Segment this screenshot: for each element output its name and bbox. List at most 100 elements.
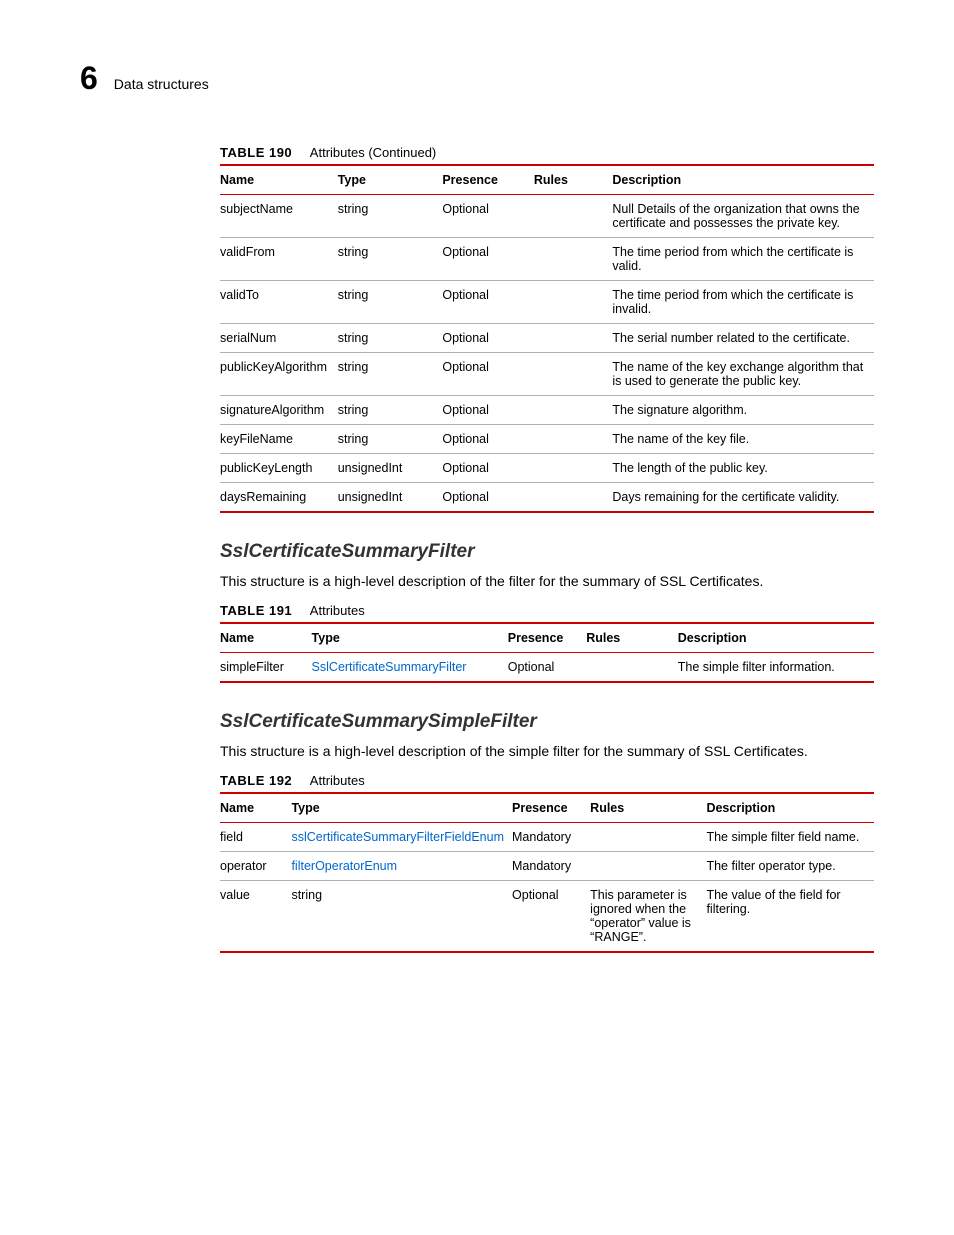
table-cell: value [220,881,291,953]
type-link[interactable]: sslCertificateSummaryFilterFieldEnum [291,830,504,844]
table-cell: validFrom [220,238,338,281]
page: 6 Data structures TABLE 190 Attributes (… [0,0,954,1041]
table-cell: string [338,396,443,425]
type-link[interactable]: filterOperatorEnum [291,859,397,873]
table-cell: The serial number related to the certifi… [612,324,874,353]
table-row: simpleFilterSslCertificateSummaryFilterO… [220,653,874,683]
table191-label: TABLE 191 [220,603,292,618]
table192-title: Attributes [310,773,365,788]
table192-head: NameTypePresenceRulesDescription [220,793,874,823]
section2-title: SslCertificateSummarySimpleFilter [220,711,874,733]
column-header: Description [678,623,874,653]
table-cell: Optional [442,425,534,454]
table-cell: filterOperatorEnum [291,852,512,881]
table-row: keyFileNamestringOptionalThe name of the… [220,425,874,454]
table-cell: The signature algorithm. [612,396,874,425]
type-link[interactable]: SslCertificateSummaryFilter [312,660,467,674]
table190-label: TABLE 190 [220,145,292,160]
column-header: Description [612,165,874,195]
chapter-number: 6 [80,60,98,97]
table-cell: Optional [442,454,534,483]
column-header: Rules [534,165,612,195]
column-header: Rules [586,623,678,653]
table-row: serialNumstringOptionalThe serial number… [220,324,874,353]
table-cell: signatureAlgorithm [220,396,338,425]
table-cell: Mandatory [512,852,590,881]
table192-caption: TABLE 192 Attributes [220,773,874,788]
table-cell [590,852,706,881]
table-cell: Optional [512,881,590,953]
table-cell: string [338,195,443,238]
table191-caption: TABLE 191 Attributes [220,603,874,618]
table-cell: simpleFilter [220,653,312,683]
table-row: subjectNamestringOptional Null Details of… [220,195,874,238]
column-header: Name [220,623,312,653]
table191-head: NameTypePresenceRulesDescription [220,623,874,653]
table-cell: string [338,281,443,324]
table-row: signatureAlgorithmstringOptional The sign… [220,396,874,425]
table190-title: Attributes (Continued) [310,145,436,160]
column-header: Type [312,623,508,653]
table-cell: Optional [442,396,534,425]
table190-head: NameTypePresenceRulesDescription [220,165,874,195]
table-cell: Optional [442,195,534,238]
table192-body: fieldsslCertificateSummaryFilterFieldEnu… [220,823,874,953]
table-cell [534,238,612,281]
table-cell: The length of the public key. [612,454,874,483]
table-cell: string [338,238,443,281]
table-cell: publicKeyAlgorithm [220,353,338,396]
section1-desc: This structure is a high-level descripti… [220,573,874,589]
table-cell [534,353,612,396]
table-cell: The time period from which the certifica… [612,281,874,324]
table-cell [534,454,612,483]
table-cell: daysRemaining [220,483,338,513]
table-cell: Optional [442,238,534,281]
table-cell: operator [220,852,291,881]
table-cell: The time period from which the certifica… [612,238,874,281]
table-cell: Days remaining for the certificate valid… [612,483,874,513]
table-cell: The simple filter information. [678,653,874,683]
table-cell [586,653,678,683]
column-header: Presence [508,623,586,653]
table-cell: The name of the key exchange algorithm t… [612,353,874,396]
table-cell: sslCertificateSummaryFilterFieldEnum [291,823,512,852]
table-cell [590,823,706,852]
table-cell: serialNum [220,324,338,353]
column-header: Type [338,165,443,195]
table-row: validFromstringOptional The time period f… [220,238,874,281]
content-area: TABLE 190 Attributes (Continued) NameTyp… [220,145,874,953]
table-cell: The simple filter field name. [706,823,874,852]
table-cell: Mandatory [512,823,590,852]
column-header: Presence [512,793,590,823]
table-cell: This parameter is ignored when the “oper… [590,881,706,953]
table-cell: subjectName [220,195,338,238]
table-row: daysRemainingunsignedIntOptionalDays rem… [220,483,874,513]
table190-caption: TABLE 190 Attributes (Continued) [220,145,874,160]
table-cell [534,195,612,238]
table-row: publicKeyAlgorithmstringOptional The name… [220,353,874,396]
table-cell [534,425,612,454]
column-header: Name [220,165,338,195]
table-row: fieldsslCertificateSummaryFilterFieldEnu… [220,823,874,852]
chapter-title: Data structures [114,76,209,92]
table-cell: Optional [442,483,534,513]
table-cell: validTo [220,281,338,324]
page-header: 6 Data structures [80,60,874,97]
table-row: operatorfilterOperatorEnum Mandatory The f… [220,852,874,881]
table-cell [534,324,612,353]
table-cell: Null Details of the organization that ow… [612,195,874,238]
table191-title: Attributes [310,603,365,618]
table-cell: string [338,324,443,353]
table-cell: unsignedInt [338,454,443,483]
table191: NameTypePresenceRulesDescription simpleF… [220,622,874,683]
table-cell: Optional [442,353,534,396]
table192: NameTypePresenceRulesDescription fieldss… [220,792,874,953]
table-row: valuestringOptionalThis parameter is ign… [220,881,874,953]
table-cell: string [291,881,512,953]
table191-body: simpleFilterSslCertificateSummaryFilterO… [220,653,874,683]
table-cell: The filter operator type. [706,852,874,881]
section2-desc: This structure is a high-level descripti… [220,743,874,759]
table-cell: string [338,353,443,396]
table-cell: SslCertificateSummaryFilter [312,653,508,683]
table-cell: string [338,425,443,454]
